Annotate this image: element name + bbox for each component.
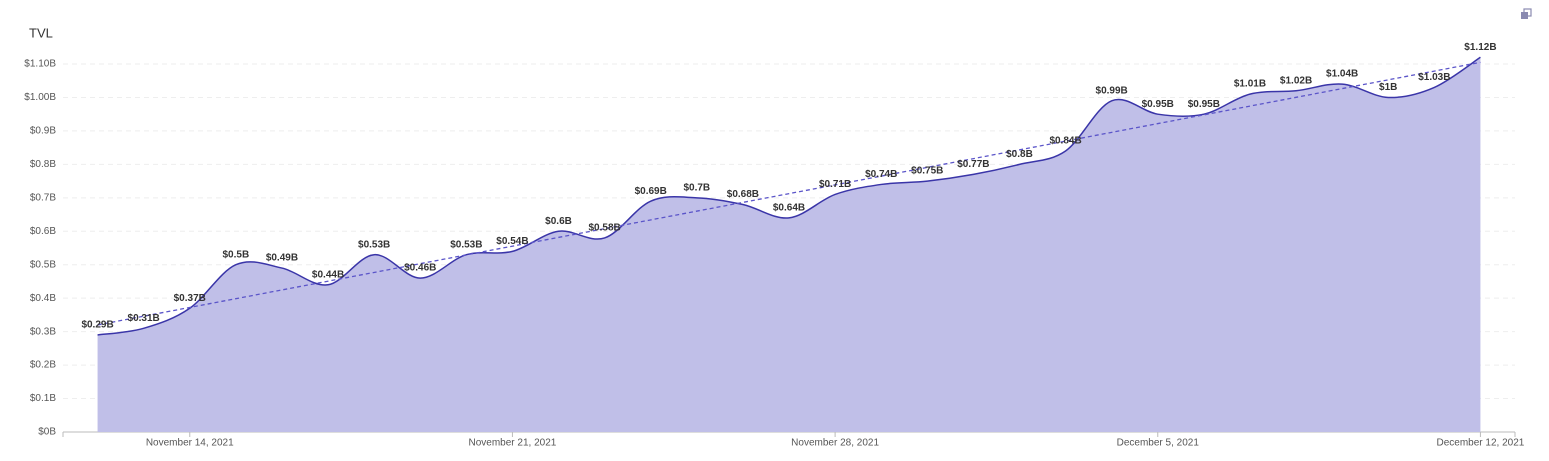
value-label: $0.69B xyxy=(635,186,667,197)
value-label: $0.99B xyxy=(1096,85,1128,96)
value-label: $0.68B xyxy=(727,189,759,200)
x-tick-label: November 14, 2021 xyxy=(146,438,234,449)
area-line xyxy=(97,56,1481,336)
value-label: $1.04B xyxy=(1326,69,1358,80)
value-label: $0.7B xyxy=(683,182,710,193)
value-label: $0.8B xyxy=(1006,149,1033,160)
value-label: $0.46B xyxy=(404,263,436,274)
x-tick-label: December 5, 2021 xyxy=(1117,438,1200,449)
x-tick-label: November 28, 2021 xyxy=(791,438,879,449)
value-label: $0.58B xyxy=(588,223,620,234)
y-tick-label: $0.2B xyxy=(30,360,56,371)
value-label: $1.02B xyxy=(1280,75,1312,86)
value-label: $1.12B xyxy=(1464,42,1496,53)
value-label: $0.74B xyxy=(865,169,897,180)
y-tick-label: $0.1B xyxy=(30,393,56,404)
value-label: $0.84B xyxy=(1049,136,1081,147)
value-label: $0.53B xyxy=(450,239,482,250)
area-fill xyxy=(97,57,1481,433)
value-label: $0.44B xyxy=(312,269,344,280)
value-label: $0.31B xyxy=(128,313,160,324)
y-tick-label: $0.7B xyxy=(30,192,56,203)
value-label: $0.29B xyxy=(81,320,113,331)
y-tick-label: $0.9B xyxy=(30,126,56,137)
x-tick-label: December 12, 2021 xyxy=(1437,438,1525,449)
y-tick-label: $0.8B xyxy=(30,159,56,170)
value-label: $1.03B xyxy=(1418,72,1450,83)
value-label: $0.95B xyxy=(1188,99,1220,110)
value-label: $0.5B xyxy=(223,249,250,260)
x-tick-label: November 21, 2021 xyxy=(469,438,557,449)
value-label: $1.01B xyxy=(1234,79,1266,90)
value-label: $0.95B xyxy=(1142,99,1174,110)
y-tick-label: $1.10B xyxy=(24,59,56,70)
value-label: $0.37B xyxy=(174,293,206,304)
value-label: $0.77B xyxy=(957,159,989,170)
y-tick-label: $0.3B xyxy=(30,326,56,337)
value-label: $0.49B xyxy=(266,253,298,264)
chart-title: TVL xyxy=(29,25,53,40)
trend-line xyxy=(97,61,1481,326)
expand-icon[interactable] xyxy=(1521,8,1532,19)
value-label: $0.71B xyxy=(819,179,851,190)
value-label: $0.53B xyxy=(358,239,390,250)
y-tick-label: $0.4B xyxy=(30,293,56,304)
y-tick-label: $0.5B xyxy=(30,259,56,270)
value-label: $0.75B xyxy=(911,166,943,177)
y-tick-label: $0B xyxy=(38,427,56,438)
value-label: $0.64B xyxy=(773,203,805,214)
value-label: $1B xyxy=(1379,82,1397,93)
y-tick-label: $0.6B xyxy=(30,226,56,237)
value-label: $0.6B xyxy=(545,216,572,227)
value-label: $0.54B xyxy=(496,236,528,247)
y-tick-label: $1.00B xyxy=(24,92,56,103)
